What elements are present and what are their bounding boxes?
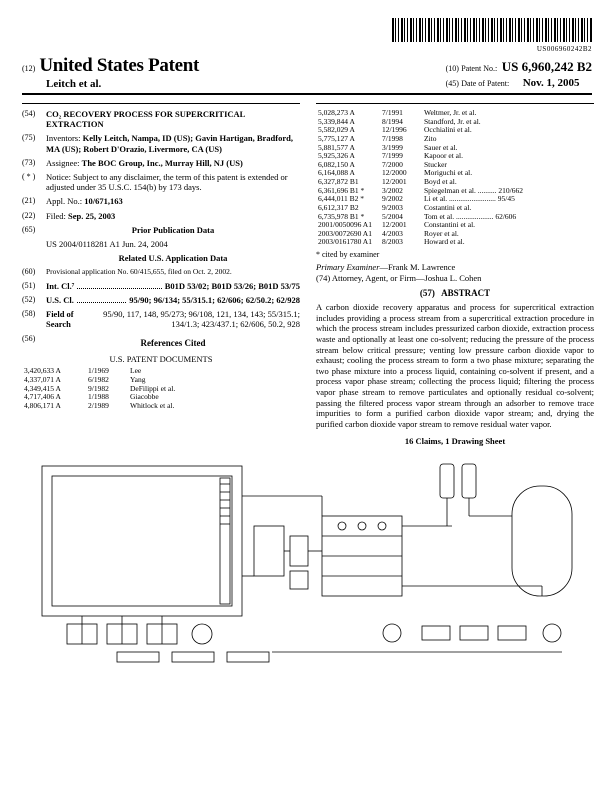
two-column-body: (54) CO₂ RECOVERY PROCESS FOR SUPERCRITI… — [22, 103, 592, 446]
notice-value: Subject to any disclaimer, the term of t… — [46, 172, 288, 192]
patent-no-value: US 6,960,242 B2 — [502, 59, 592, 74]
main-title: United States Patent — [39, 55, 199, 77]
related-label: Related U.S. Application Data — [46, 253, 300, 263]
barcode-text: US006960242B2 — [22, 45, 592, 53]
date-label: Date of Patent: — [461, 79, 509, 88]
patent-no-label: Patent No.: — [461, 64, 497, 73]
process-diagram-svg — [22, 456, 592, 666]
appl-num: (21) — [22, 196, 46, 206]
author-line: Leitch et al. — [22, 78, 199, 90]
filed-value: Sep. 25, 2003 — [68, 211, 115, 221]
inventors-value: Kelly Leitch, Nampa, ID (US); Gavin Hart… — [46, 133, 293, 153]
priorpub-label: Prior Publication Data — [46, 225, 300, 235]
ref-cell: 8/2003 — [380, 238, 422, 247]
ref-cell: 2003/0161780 A1 — [316, 238, 380, 247]
intcl-num: (51) — [22, 281, 46, 291]
header-row: (12) United States Patent Leitch et al. … — [22, 55, 592, 95]
ref-cell: Lee — [128, 367, 300, 376]
attorney-value: —Joshua L. Cohen — [416, 273, 481, 283]
assignee-num: (73) — [22, 158, 46, 168]
ref-row: 4,806,171 A2/1989Whitlock et al. — [22, 402, 300, 411]
notice-num: ( * ) — [22, 172, 46, 192]
claims-line: 16 Claims, 1 Drawing Sheet — [316, 436, 594, 446]
notice-label: Notice: — [46, 172, 71, 182]
attorney-label: (74) Attorney, Agent, or Firm — [316, 273, 416, 283]
title-section-num: (54) — [22, 109, 46, 129]
uscl-label: U.S. Cl. — [46, 295, 74, 305]
examiner-label: Primary Examiner — [316, 262, 380, 272]
fos-label: Field of Search — [46, 309, 81, 329]
ref-cell: Kapoor et al. — [422, 152, 594, 161]
inventors-num: (75) — [22, 133, 46, 153]
ref-row: 5,925,326 A7/1999Kapoor et al. — [316, 152, 594, 161]
fos-num: (58) — [22, 309, 46, 329]
intcl-label: Int. Cl.⁷ — [46, 281, 74, 291]
dotfill — [77, 296, 126, 303]
refs-table-left: 3,420,633 A1/1969Lee4,337,071 A6/1982Yan… — [22, 367, 300, 410]
abstract-label: ABSTRACT — [441, 288, 490, 298]
header-left: (12) United States Patent Leitch et al. — [22, 55, 199, 90]
ref-row: 4,349,415 A9/1982DeFilippi et al. — [22, 385, 300, 394]
inventors-label: Inventors: — [46, 133, 80, 143]
ref-cell: 4,806,171 A — [22, 402, 86, 411]
provisional-value: Provisional application No. 60/415,655, … — [46, 267, 300, 277]
uscl-num: (52) — [22, 295, 46, 305]
right-column: 5,028,273 A7/1991Weltmer, Jr. et al.5,33… — [316, 103, 594, 446]
appl-value: 10/671,163 — [84, 196, 123, 206]
assignee-value: The BOC Group, Inc., Murray Hill, NJ (US… — [82, 158, 243, 168]
abstract-num: (57) — [420, 288, 435, 298]
date-value: Nov. 1, 2005 — [523, 77, 580, 89]
doc-type-number: (12) — [22, 64, 35, 73]
priorpub-value: US 2004/0118281 A1 Jun. 24, 2004 — [46, 239, 300, 249]
fos-value: 95/90, 117, 148, 95/273; 96/108, 121, 13… — [87, 309, 300, 329]
examiner-value: —Frank M. Lawrence — [380, 262, 456, 272]
ref-row: 2003/0161780 A18/2003Howard et al. — [316, 238, 594, 247]
ref-row: 3,420,633 A1/1969Lee — [22, 367, 300, 376]
ref-cell: 2/1989 — [86, 402, 128, 411]
refs-heading: References Cited — [46, 338, 300, 349]
barcode-graphic — [392, 18, 592, 42]
cited-by-examiner: * cited by examiner — [316, 250, 594, 259]
refs-table-right: 5,028,273 A7/1991Weltmer, Jr. et al.5,33… — [316, 109, 594, 247]
dotfill — [77, 282, 161, 289]
refs-num: (56) — [22, 334, 46, 351]
appl-label: Appl. No.: — [46, 196, 82, 206]
invention-title: CO₂ RECOVERY PROCESS FOR SUPERCRITICAL E… — [46, 109, 245, 129]
priorpub-num: (65) — [22, 225, 46, 235]
left-column: (54) CO₂ RECOVERY PROCESS FOR SUPERCRITI… — [22, 103, 300, 446]
abstract-text: A carbon dioxide recovery apparatus and … — [316, 302, 594, 430]
ref-cell: Whitlock et al. — [128, 402, 300, 411]
refs-subheading: U.S. PATENT DOCUMENTS — [22, 354, 300, 364]
provisional-num: (60) — [22, 267, 46, 277]
date-num: (45) — [446, 79, 459, 88]
ref-cell: Occhialini et al. — [422, 126, 594, 135]
patent-no-num: (10) — [446, 64, 459, 73]
filed-label: Filed: — [46, 211, 66, 221]
filed-num: (22) — [22, 211, 46, 221]
ref-cell: Howard et al. — [422, 238, 594, 247]
uscl-value: 95/90; 96/134; 55/315.1; 62/606; 62/50.2… — [129, 295, 300, 305]
patent-figure — [22, 456, 592, 666]
barcode-block: US006960242B2 — [22, 18, 592, 53]
assignee-label: Assignee: — [46, 158, 80, 168]
ref-row: 5,582,029 A12/1996Occhialini et al. — [316, 126, 594, 135]
header-right: (10) Patent No.: US 6,960,242 B2 (45) Da… — [446, 59, 592, 90]
intcl-value: B01D 53/02; B01D 53/26; B01D 53/75 — [165, 281, 300, 291]
